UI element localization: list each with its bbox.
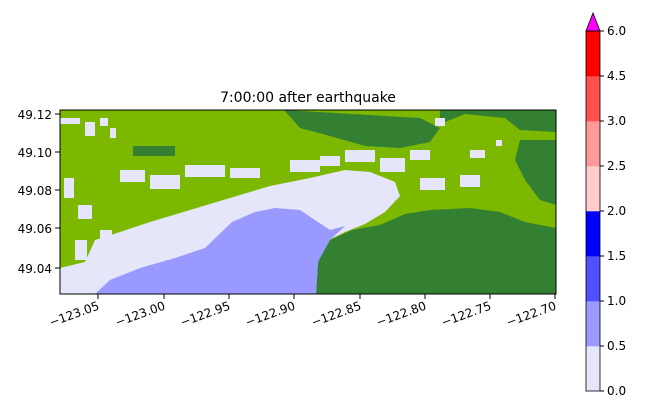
land-upland-north [283, 110, 556, 148]
colorbar: 0.0 0.5 1.0 1.5 2.0 2.5 3.0 4.5 6.0 [585, 11, 626, 398]
colorbar-segments [586, 31, 600, 392]
x-axis [97, 294, 556, 299]
colorbar-segment [586, 76, 600, 122]
colorbar-tick-label: 3.0 [607, 114, 626, 128]
x-tick-label: −122.85 [309, 299, 363, 330]
x-tick-label: −123.00 [113, 299, 167, 330]
colorbar-segment [586, 346, 600, 392]
land-upland-peninsula-west [133, 146, 175, 156]
colorbar-tick-label: 1.5 [607, 249, 626, 263]
colorbar-tick-label: 1.0 [607, 294, 626, 308]
land-upland-south [315, 208, 556, 294]
x-tick-label: −122.70 [504, 299, 558, 330]
x-tick-label: −122.90 [243, 299, 297, 330]
dry-patches [60, 118, 502, 260]
colorbar-tick-label: 6.0 [607, 24, 626, 38]
x-tick-label: −123.05 [47, 299, 101, 330]
y-tick-label: 49.10 [18, 146, 52, 160]
colorbar-tick-label: 0.5 [607, 339, 626, 353]
colorbar-segment [586, 121, 600, 167]
colorbar-segment [586, 166, 600, 212]
colorbar-tick-label: 0.0 [607, 384, 626, 398]
colorbar-segment [586, 256, 600, 302]
map-area [60, 110, 556, 294]
x-tick-label: −122.80 [374, 299, 428, 330]
y-tick-label: 49.04 [18, 262, 52, 276]
map-title: 7:00:00 after earthquake [220, 90, 396, 106]
axes-frame [59, 109, 557, 295]
x-tick-label: −122.75 [439, 299, 493, 330]
colorbar-tick-label: 4.5 [607, 69, 626, 83]
flood-medium [95, 208, 345, 294]
y-tick-label: 49.08 [18, 184, 52, 198]
y-tick-label: 49.12 [18, 108, 52, 122]
y-tick-label: 49.06 [18, 222, 52, 236]
land-upland-east [515, 140, 556, 205]
colorbar-segment [586, 301, 600, 347]
colorbar-extend-arrow [585, 11, 601, 32]
y-axis [55, 113, 60, 269]
colorbar-segment [586, 211, 600, 257]
colorbar-ticks: 0.0 0.5 1.0 1.5 2.0 2.5 3.0 4.5 6.0 [600, 24, 626, 398]
colorbar-segment [586, 31, 600, 77]
colorbar-tick-label: 2.5 [607, 159, 626, 173]
x-tick-label: −122.95 [178, 299, 232, 330]
colorbar-tick-label: 2.0 [607, 204, 626, 218]
